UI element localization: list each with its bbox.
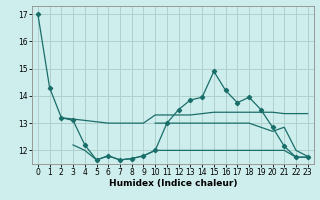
X-axis label: Humidex (Indice chaleur): Humidex (Indice chaleur) <box>108 179 237 188</box>
